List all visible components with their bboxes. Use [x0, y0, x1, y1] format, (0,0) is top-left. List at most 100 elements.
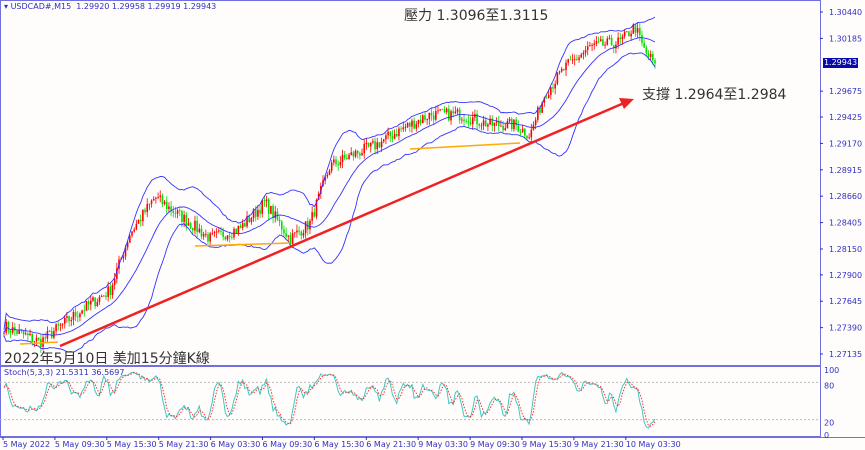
candle-body	[59, 324, 62, 326]
support-line[interactable]	[409, 142, 521, 150]
candle-body	[630, 33, 632, 37]
candle-body	[191, 227, 194, 231]
price-tick-label: 1.28405	[829, 219, 862, 228]
candle-body	[582, 52, 585, 55]
candle-body	[617, 37, 619, 45]
candle-body	[467, 121, 470, 123]
candle-body	[643, 42, 645, 48]
time-tick-label: 6 May 09:30	[263, 440, 313, 449]
candle-body	[129, 235, 131, 243]
candle-body	[610, 37, 613, 46]
candle-body	[419, 119, 422, 123]
candle-body	[382, 139, 385, 142]
candle-body	[359, 153, 361, 156]
candle-body	[495, 121, 498, 123]
candle-body	[293, 232, 296, 234]
candle-body	[558, 71, 561, 73]
candle-body	[270, 205, 272, 214]
support-annotation: 支撐 1.2964至1.2984	[642, 87, 787, 103]
candle-body	[450, 111, 452, 121]
candle-body	[378, 142, 381, 148]
candle-body	[500, 125, 502, 127]
candle-body	[443, 109, 446, 113]
candle-body	[83, 310, 86, 312]
candle-body	[354, 150, 357, 157]
candle-body	[493, 122, 496, 126]
candle-body	[161, 195, 164, 204]
candle-body	[289, 235, 292, 244]
candle-body	[311, 212, 313, 221]
candle-body	[385, 135, 387, 140]
candle-body	[456, 109, 459, 112]
candle-body	[363, 143, 366, 154]
price-tick-label: 1.29170	[829, 139, 862, 148]
stoch-tick-label: 0	[824, 431, 829, 440]
candle-body	[283, 229, 285, 234]
candle-body	[48, 330, 51, 332]
candle-body	[391, 136, 394, 139]
stoch-main-line	[3, 371, 656, 429]
candle-body	[480, 125, 483, 127]
candle-body	[94, 297, 96, 307]
candle-body	[621, 36, 624, 40]
candle-body	[545, 97, 548, 99]
candle-body	[406, 122, 409, 128]
time-tick-label: 9 May 21:30	[574, 440, 624, 449]
candle-body	[259, 209, 261, 214]
candle-body	[9, 330, 12, 333]
price-tick-label: 1.28660	[829, 192, 862, 201]
candle-body	[142, 209, 144, 222]
price-tick-label: 1.27900	[829, 271, 862, 280]
time-tick-label: 9 May 15:30	[522, 440, 572, 449]
candle-body	[487, 124, 489, 127]
candle-body	[565, 62, 567, 71]
candle-body	[519, 131, 522, 133]
candle-body	[632, 24, 635, 34]
candle-body	[569, 59, 572, 61]
candle-body	[109, 286, 112, 295]
candle-body	[346, 157, 348, 160]
candle-body	[176, 210, 179, 214]
candle-body	[534, 119, 537, 125]
candle-body	[612, 45, 615, 49]
candle-body	[131, 231, 133, 236]
candle-body	[441, 109, 444, 111]
candle-body	[220, 230, 222, 232]
candle-body	[148, 203, 151, 205]
candle-body	[213, 232, 216, 234]
candle-body	[567, 59, 569, 63]
candle-body	[417, 119, 420, 125]
candle-body	[556, 72, 559, 84]
candle-body	[573, 58, 576, 60]
time-tick-label: 6 May 21:30	[366, 440, 416, 449]
trend-line[interactable]	[59, 101, 625, 348]
candle-body	[389, 131, 392, 137]
candle-body	[615, 44, 617, 49]
current-price-label: 1.29943	[823, 58, 858, 68]
candle-body	[348, 154, 350, 160]
candle-body	[330, 162, 333, 171]
price-tick-label: 1.28150	[829, 245, 862, 254]
candle-body	[257, 209, 259, 217]
candle-body	[448, 108, 450, 121]
candle-body	[178, 210, 181, 212]
candle-body	[374, 141, 376, 150]
candle-body	[376, 142, 379, 150]
support-line[interactable]	[194, 242, 291, 247]
candle-body	[207, 234, 209, 242]
bollinger-middle-band	[3, 37, 656, 336]
candle-body	[304, 221, 307, 234]
candle-body	[98, 296, 101, 302]
candle-body	[205, 234, 207, 236]
candle-body	[324, 176, 326, 181]
candle-body	[602, 39, 604, 46]
candle-body	[152, 198, 155, 201]
candle-body	[7, 321, 10, 331]
support-line[interactable]	[19, 341, 59, 345]
candle-body	[231, 237, 233, 238]
stochastic-pane	[0, 366, 821, 437]
candle-body	[226, 235, 229, 240]
candle-body	[595, 41, 598, 44]
